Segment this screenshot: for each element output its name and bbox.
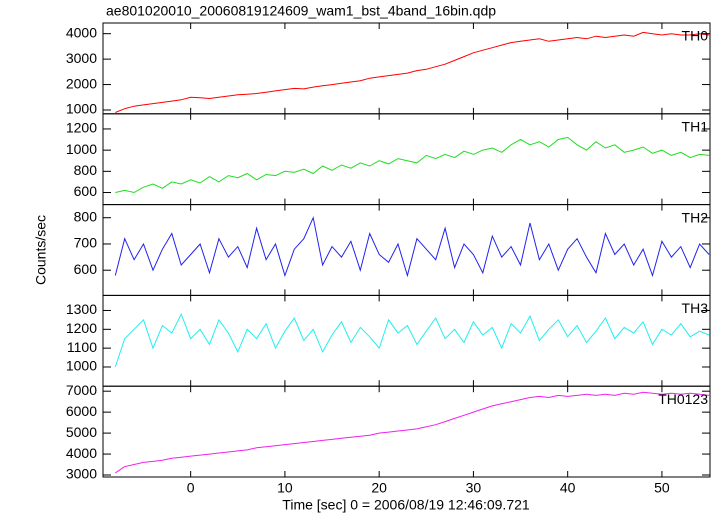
panel-frame: [102, 113, 711, 206]
panel-frame: [102, 385, 711, 478]
series-label: TH1: [682, 119, 709, 135]
y-tick-label: 800: [74, 208, 98, 224]
x-tick-label: 50: [654, 480, 670, 496]
y-tick-label: 3000: [66, 50, 97, 66]
y-tick-label: 5000: [66, 424, 97, 440]
y-tick-label: 1000: [66, 101, 97, 117]
y-tick-label: 7000: [66, 382, 97, 398]
x-axis-label: Time [sec] 0 = 2006/08/19 12:46:09.721: [282, 497, 530, 513]
series-label: TH2: [682, 209, 709, 225]
y-tick-label: 1200: [66, 120, 97, 136]
x-tick-label: 40: [560, 480, 576, 496]
y-tick-label: 4000: [66, 24, 97, 40]
series-label: TH0: [682, 28, 709, 44]
data-line: [115, 31, 710, 113]
panel-frame: [102, 22, 711, 115]
x-tick-label: 10: [277, 480, 293, 496]
panel-frame: [102, 294, 711, 387]
y-axis-label: Counts/sec: [33, 215, 49, 285]
series-label: TH3: [682, 300, 709, 316]
y-tick-label: 800: [74, 162, 98, 178]
x-tick-label: 20: [371, 480, 387, 496]
y-tick-label: 4000: [66, 445, 97, 461]
y-tick-label: 1000: [66, 141, 97, 157]
y-tick-label: 1000: [66, 358, 97, 374]
data-line: [114, 312, 710, 368]
data-line: [115, 391, 710, 474]
data-line: [114, 216, 710, 278]
y-tick-label: 3000: [66, 466, 97, 482]
y-tick-label: 6000: [66, 403, 97, 419]
y-tick-label: 1100: [67, 339, 97, 355]
y-tick-label: 1300: [66, 301, 97, 317]
chart-title: ae801020010_20060819124609_wam1_bst_4ban…: [106, 3, 496, 19]
y-tick-label: 2000: [66, 75, 97, 91]
series-label: TH0123: [658, 391, 708, 407]
x-tick-label: 0: [187, 480, 195, 496]
x-tick-label: 30: [466, 480, 482, 496]
y-tick-label: 700: [74, 235, 98, 251]
y-tick-label: 1200: [66, 320, 97, 336]
y-tick-label: 600: [74, 261, 98, 277]
data-line: [115, 136, 710, 194]
y-tick-label: 600: [74, 183, 98, 199]
